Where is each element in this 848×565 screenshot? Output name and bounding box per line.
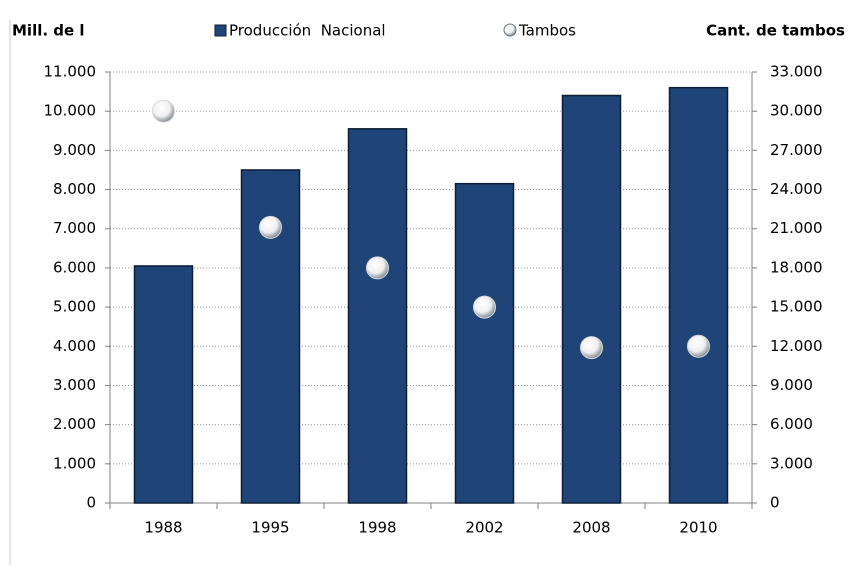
legend-label: Tambos <box>518 22 576 40</box>
marker <box>473 295 496 319</box>
marker <box>580 336 603 360</box>
y-tick-label: 9.000 <box>53 141 96 159</box>
y-tick-label: 5.000 <box>53 298 96 316</box>
y2-tick-label: 6.000 <box>770 415 813 433</box>
legend-swatch <box>214 24 227 37</box>
y2-tick-label: 0 <box>770 494 780 512</box>
bar <box>347 128 408 504</box>
y2-tick-label: 27.000 <box>770 141 823 159</box>
y-tick-label: 6.000 <box>53 258 96 276</box>
y-tick-label: 3.000 <box>53 376 96 394</box>
y-tick-label: 0 <box>86 494 96 512</box>
bar <box>561 94 622 504</box>
y-tick-label: 11.000 <box>44 63 97 81</box>
y-tick-label: 2.000 <box>53 415 96 433</box>
y2-tick-label: 15.000 <box>770 298 823 316</box>
y2-tick-label: 18.000 <box>770 258 823 276</box>
y-tick-label: 1.000 <box>53 454 96 472</box>
y2-tick-label: 3.000 <box>770 454 813 472</box>
x-tick-label: 1995 <box>251 519 289 537</box>
x-tick-label: 2010 <box>679 519 717 537</box>
bar <box>133 265 194 504</box>
legend-swatch <box>503 23 517 37</box>
marker <box>366 256 389 280</box>
y2-tick-label: 12.000 <box>770 337 823 355</box>
marker <box>152 99 175 123</box>
y-tick-label: 4.000 <box>53 337 96 355</box>
x-tick-label: 2002 <box>465 519 503 537</box>
y2-axis-label: Cant. de tambos <box>706 22 845 40</box>
y2-tick-label: 30.000 <box>770 102 823 120</box>
legend-label: Producción Nacional <box>229 22 386 40</box>
y-tick-label: 8.000 <box>53 180 96 198</box>
marker <box>687 334 710 358</box>
marker <box>259 215 282 239</box>
y-tick-label: 10.000 <box>44 102 97 120</box>
y-tick-label: 7.000 <box>53 219 96 237</box>
y-axis-label: Mill. de l <box>12 22 85 40</box>
y2-tick-label: 21.000 <box>770 219 823 237</box>
x-tick-label: 2008 <box>572 519 610 537</box>
y2-tick-label: 24.000 <box>770 180 823 198</box>
bar <box>454 182 515 504</box>
x-tick-label: 1988 <box>144 519 182 537</box>
x-tick-label: 1998 <box>358 519 396 537</box>
bar <box>668 86 729 504</box>
y2-tick-label: 33.000 <box>770 63 823 81</box>
y2-tick-label: 9.000 <box>770 376 813 394</box>
